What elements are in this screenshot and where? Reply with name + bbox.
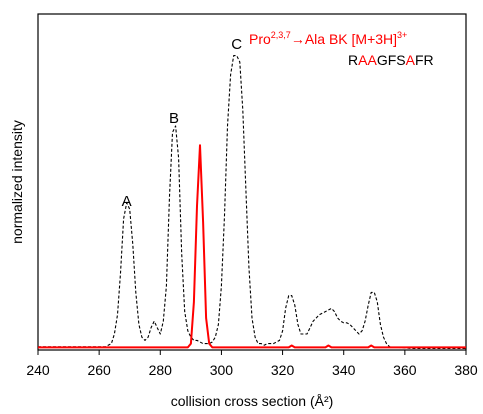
sequence-residue: R bbox=[348, 52, 358, 68]
x-axis-label: collision cross section (Å²) bbox=[171, 393, 334, 409]
x-tick-label: 340 bbox=[332, 362, 356, 378]
peak-label-a: A bbox=[122, 193, 132, 210]
sequence-residue: R bbox=[424, 52, 434, 68]
peak-label-c: C bbox=[231, 36, 242, 53]
x-tick-label: 260 bbox=[87, 362, 111, 378]
sequence-residue: A bbox=[367, 52, 377, 68]
ion-label-superscript: 2,3,7 bbox=[271, 30, 291, 40]
x-tick-label: 300 bbox=[210, 362, 234, 378]
series-line-solid bbox=[38, 144, 466, 349]
plot-frame bbox=[37, 13, 467, 351]
ion-label-charge: 3+ bbox=[397, 30, 407, 40]
peptide-sequence: RAAGFSAFR bbox=[348, 52, 434, 68]
ion-label-rest: →Ala BK [M+3H] bbox=[291, 31, 397, 47]
sequence-residue: A bbox=[406, 52, 416, 68]
sequence-residue: F bbox=[388, 52, 397, 68]
sequence-residue: S bbox=[396, 52, 405, 68]
x-tick-label: 280 bbox=[149, 362, 173, 378]
ion-label-base: Pro bbox=[249, 31, 271, 47]
x-tick-label: 380 bbox=[454, 362, 478, 378]
peak-label-b: B bbox=[169, 110, 179, 127]
x-tick-label: 240 bbox=[26, 362, 50, 378]
x-tick-label: 320 bbox=[271, 362, 295, 378]
series-line-dashed bbox=[38, 55, 466, 349]
series-layer bbox=[38, 55, 466, 349]
x-axis-ticks: 240 260 280 300 320 340 360 380 bbox=[26, 350, 478, 378]
sequence-residue: G bbox=[377, 52, 388, 68]
sequence-residue: F bbox=[415, 52, 424, 68]
ion-label: Pro2,3,7→Ala BK [M+3H]3+ bbox=[249, 30, 407, 47]
x-tick-label: 360 bbox=[393, 362, 417, 378]
sequence-residue: A bbox=[358, 52, 368, 68]
peak-labels: A B C bbox=[122, 36, 243, 210]
y-axis-label: normalized intensity bbox=[9, 120, 25, 244]
